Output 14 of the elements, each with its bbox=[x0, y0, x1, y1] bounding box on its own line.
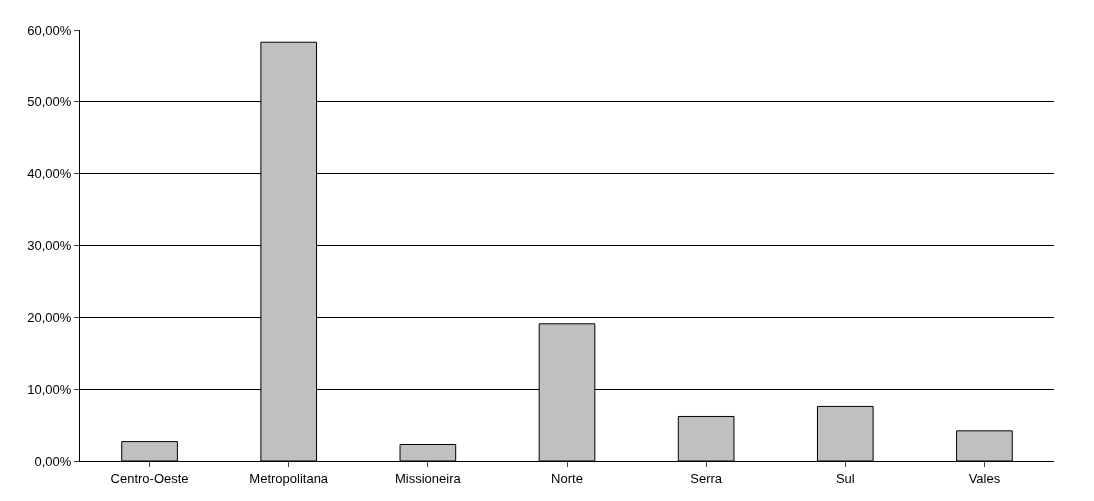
y-tick-label: 30,00% bbox=[27, 238, 72, 254]
y-tick-label: 40,00% bbox=[27, 166, 72, 182]
y-tick-label: 10,00% bbox=[27, 381, 72, 397]
x-tick-label: Centro-Oeste bbox=[110, 470, 189, 486]
x-tick-label: Serra bbox=[690, 470, 723, 486]
x-tick-label: Metropolitana bbox=[249, 470, 329, 486]
x-tick-label: Sul bbox=[835, 470, 855, 486]
y-tick-label: 60,00% bbox=[27, 22, 72, 38]
x-tick-label: Vales bbox=[968, 470, 1001, 486]
y-tick-label: 50,00% bbox=[27, 94, 72, 110]
y-tick-label: 0,00% bbox=[34, 453, 72, 469]
x-tick-label: Norte bbox=[551, 470, 583, 486]
y-tick-label: 20,00% bbox=[27, 309, 72, 325]
x-tick-label: Missioneira bbox=[394, 470, 462, 486]
